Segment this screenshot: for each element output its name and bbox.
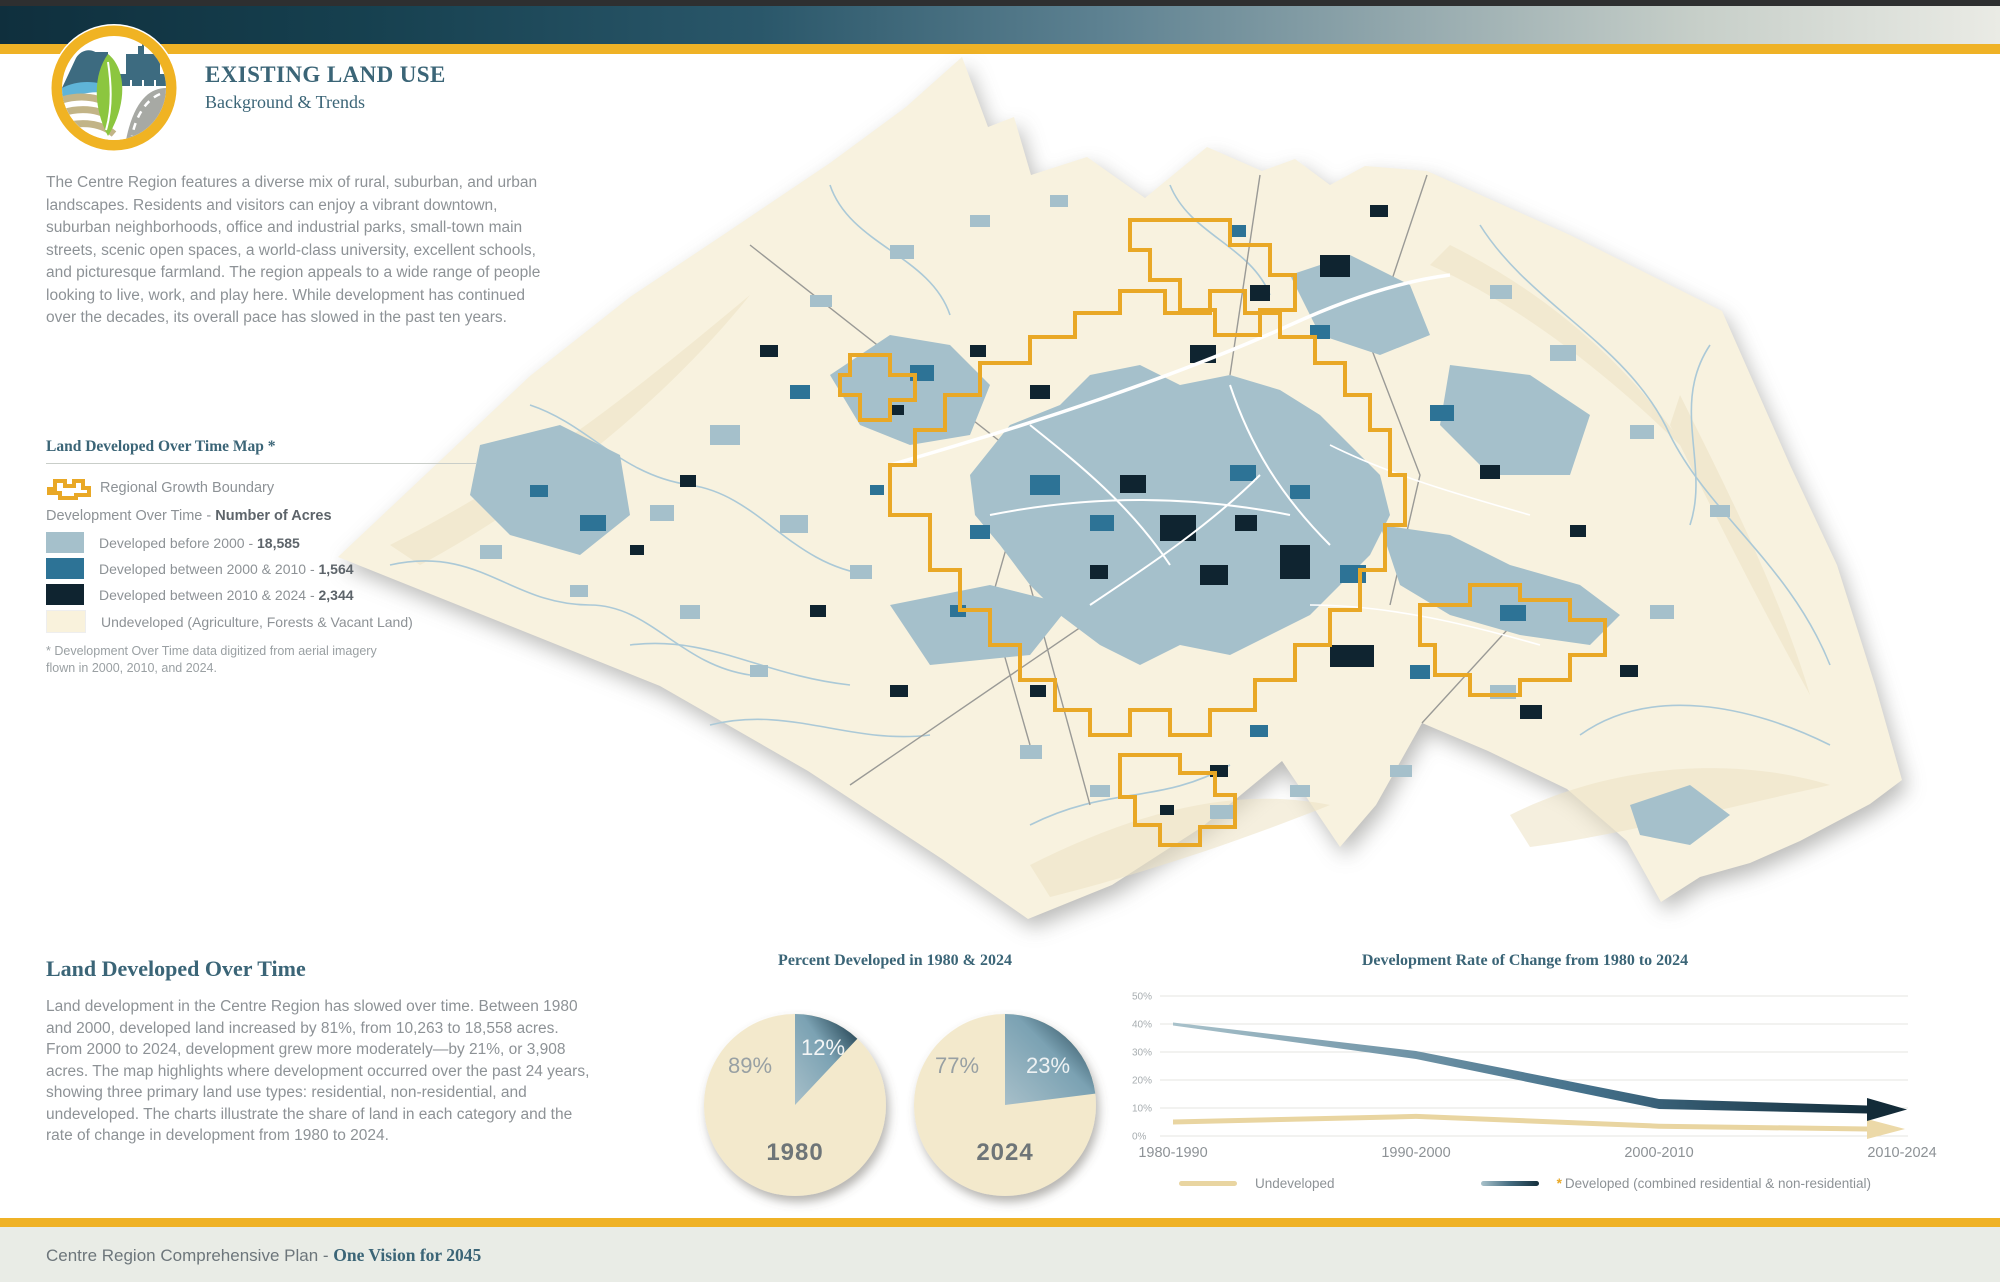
pie-1980: 89% 12% 1980 [704, 1014, 886, 1196]
land-use-map [330, 45, 1980, 960]
legend-value: 2,344 [318, 586, 354, 603]
footer-text: Centre Region Comprehensive Plan - One V… [46, 1245, 481, 1266]
legend-undeveloped-label: Undeveloped [1254, 1176, 1335, 1191]
pie-1980-developed-slice [795, 1014, 858, 1105]
legend-developed-label: * Developed (combined residential & non-r… [1556, 1176, 1871, 1191]
rate-of-change-chart: 0% 10% 20% 30% 40% 50% 1980-1990 1990-20… [1132, 992, 1937, 1162]
pie-1980-undeveloped-label: 89% [728, 1053, 772, 1078]
developed-2000-2010-layer [530, 225, 1526, 737]
swatch-before-2000 [46, 532, 84, 553]
centre-region-logo [42, 18, 186, 164]
legend-label: Developed between 2000 & 2010 - [99, 560, 319, 577]
x-tick: 1990-2000 [1381, 1145, 1450, 1161]
undeveloped-line-swatch [1178, 1181, 1237, 1186]
y-tick: 10% [1132, 1104, 1152, 1115]
legend-label: Undeveloped (Agriculture, Forests & Vaca… [101, 613, 413, 630]
streams-layer [389, 184, 1831, 826]
x-tick: 2010-2024 [1867, 1145, 1936, 1161]
swatch-undeveloped [46, 610, 86, 633]
legend-label: Developed between 2010 & 2024 - [99, 586, 319, 603]
pie-2024: 77% 23% 2024 [914, 1014, 1096, 1196]
pie-1980-year-label: 1980 [766, 1139, 823, 1166]
growth-boundary-icon [47, 479, 91, 500]
y-tick: 40% [1132, 1020, 1152, 1031]
developed-arrowhead [1867, 1098, 1907, 1121]
pie-2024-year-label: 2024 [976, 1139, 1033, 1166]
footer-vision-label: One Vision for 2045 [333, 1245, 482, 1265]
legend-row-2000-2010: Developed between 2000 & 2010 - 1,564 [46, 558, 466, 579]
map-legend: Land Developed Over Time Map * Regional … [46, 438, 476, 677]
legend-divider [46, 463, 476, 464]
intro-paragraph: The Centre Region features a diverse mix… [46, 174, 541, 326]
pie-chart-title: Percent Developed in 1980 & 2024 [778, 952, 1012, 969]
series-undeveloped [1173, 1113, 1905, 1139]
pie-2024-developed-label: 23% [1026, 1053, 1070, 1078]
legend-value: 18,585 [257, 534, 300, 551]
development-subtitle: Development Over Time - Number of Acres [46, 508, 466, 524]
map-legend-title: Land Developed Over Time Map * [46, 438, 276, 455]
top-gold-stripe [0, 44, 2000, 54]
roads-layer [889, 273, 1541, 646]
development-subtitle-bold: Number of Acres [215, 508, 332, 524]
x-tick: 1980-1990 [1138, 1145, 1207, 1161]
page-header: EXISTING LAND USE Background & Trends [205, 62, 446, 113]
x-tick: 2000-2010 [1624, 1145, 1693, 1161]
chart-legend: Undeveloped * Developed (combined residen… [1130, 1176, 1920, 1191]
y-tick: 20% [1132, 1076, 1152, 1087]
pie-2024-undeveloped-label: 77% [935, 1053, 979, 1078]
development-subtitle-prefix: Development Over Time - [46, 508, 216, 524]
y-tick: 0% [1132, 1132, 1147, 1143]
regional-growth-boundary [838, 218, 1607, 847]
pie-charts: 89% 12% 1980 77% 23% 2024 [704, 1014, 1096, 1196]
logo-icon [50, 24, 178, 152]
legend-label: Developed before 2000 - [99, 534, 257, 551]
land-use-map-svg [338, 57, 1902, 919]
bottom-paragraph: Land development in the Centre Region ha… [46, 998, 590, 1144]
swatch-2000-2010 [46, 558, 84, 579]
footer-gold-stripe [0, 1218, 2000, 1227]
legend-footnote: * Development Over Time data digitized f… [46, 644, 377, 675]
swatch-2010-2024 [46, 584, 84, 605]
series-developed [1173, 1022, 1907, 1121]
top-dark-strip [0, 0, 2000, 6]
boundary-legend-row: Regional Growth Boundary [46, 474, 466, 502]
gold-asterisk: * [1556, 1176, 1562, 1191]
legend-row-2010-2024: Developed between 2010 & 2024 - 2,344 [46, 584, 466, 605]
page-subtitle: Background & Trends [205, 92, 366, 112]
chart-gridlines [1160, 995, 1908, 1137]
line-chart-title: Development Rate of Change from 1980 to … [1361, 952, 1689, 969]
developed-before-2000-layer [470, 195, 1730, 845]
pie-2024-developed-slice [1005, 1014, 1096, 1105]
footer-plan-name: Centre Region Comprehensive Plan - [46, 1246, 334, 1265]
pie-1980-developed-label: 12% [801, 1035, 845, 1060]
page-title: EXISTING LAND USE [205, 62, 446, 87]
y-axis-labels: 0% 10% 20% 30% 40% 50% [1132, 992, 1152, 1143]
legend-value: 1,564 [318, 560, 354, 577]
developed-2010-2024-layer [630, 205, 1638, 815]
legend-row-undeveloped: Undeveloped (Agriculture, Forests & Vaca… [46, 610, 466, 633]
bottom-heading: Land Developed Over Time [46, 956, 306, 981]
y-tick: 30% [1132, 1048, 1152, 1059]
y-tick: 50% [1132, 992, 1152, 1003]
legend-row-before-2000: Developed before 2000 - 18,585 [46, 532, 466, 553]
footer-band [0, 1227, 2000, 1282]
top-gradient-bar [0, 6, 2000, 44]
x-axis-labels: 1980-1990 1990-2000 2000-2010 2010-2024 [1138, 1145, 1936, 1161]
undeveloped-arrowhead [1867, 1119, 1905, 1139]
boundary-label: Regional Growth Boundary [100, 480, 275, 496]
developed-line-swatch [1480, 1181, 1539, 1186]
